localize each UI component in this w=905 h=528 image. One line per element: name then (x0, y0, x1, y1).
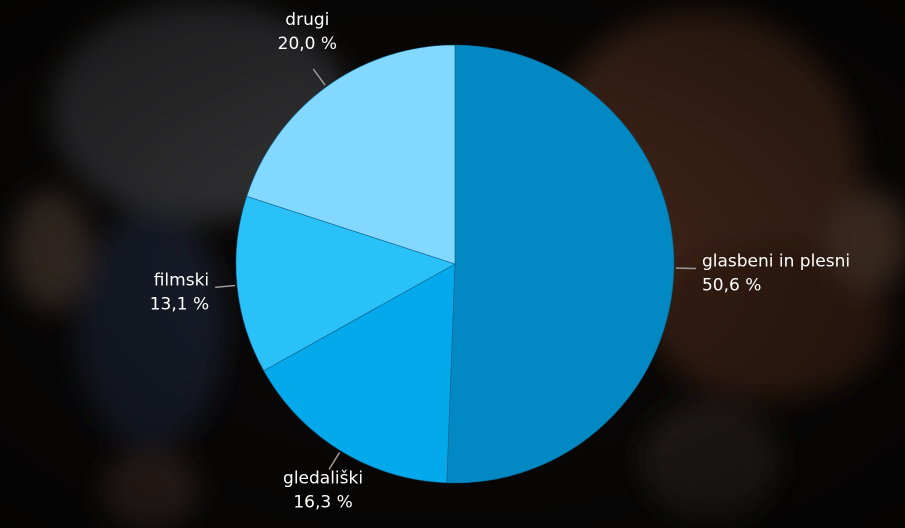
slice-value-label: 50,6 % (702, 276, 761, 296)
slice-value-label: 16,3 % (293, 492, 352, 512)
pie-slice (446, 44, 675, 484)
slice-value-label: 13,1 % (150, 294, 209, 314)
pie-slice (263, 263, 456, 484)
pie-slice (235, 195, 456, 372)
pie-slice (246, 44, 456, 265)
slice-label: gledališki (283, 468, 363, 488)
slice-value-label: 20,0 % (278, 34, 337, 54)
leader-line (215, 284, 236, 289)
slice-label: filmski (154, 270, 209, 290)
leader-line (328, 452, 341, 470)
slice-label: glasbeni in plesni (702, 252, 850, 272)
slice-label: drugi (285, 10, 329, 30)
leader-line (312, 68, 326, 86)
